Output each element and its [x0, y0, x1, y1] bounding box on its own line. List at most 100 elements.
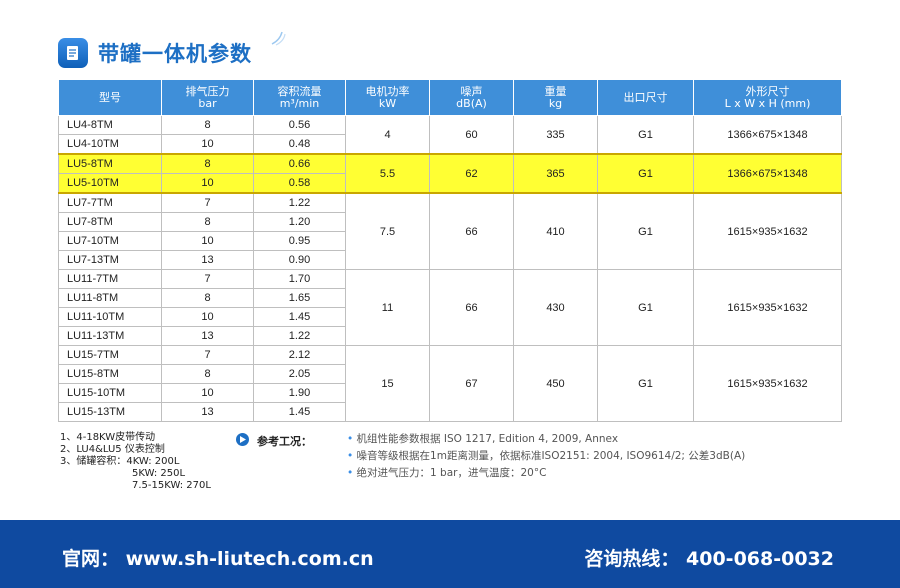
- section-title: 带罐一体机参数: [58, 31, 286, 72]
- cell-flow: 1.20: [253, 212, 346, 232]
- cell-model: LU4-10TM: [58, 134, 162, 155]
- reference-list: 机组性能参数根据 ISO 1217, Edition 4, 2009, Anne…: [347, 431, 746, 482]
- cell-outlet: G1: [597, 115, 694, 155]
- cell-pressure: 13: [161, 250, 254, 270]
- col-header-model: 型号: [58, 79, 162, 116]
- cell-weight: 450: [513, 345, 598, 422]
- cell-dimensions: 1366×675×1348: [693, 115, 842, 155]
- cell-dimensions: 1615×935×1632: [693, 345, 842, 422]
- cell-flow: 1.65: [253, 288, 346, 308]
- col-header-flow: 容积流量 m³/min: [253, 79, 346, 116]
- cell-pressure: 10: [161, 307, 254, 327]
- table-row: LU11-13TM 13 1.22: [58, 326, 842, 346]
- cell-noise: 60: [429, 115, 514, 155]
- cell-model: LU7-10TM: [58, 231, 162, 251]
- col-header-outlet: 出口尺寸: [597, 79, 694, 116]
- table-row: LU11-8TM 8 1.65: [58, 288, 842, 308]
- cell-weight: 335: [513, 115, 598, 155]
- footnote-line: 2、LU4&LU5 仪表控制: [60, 444, 165, 455]
- cell-flow: 1.90: [253, 383, 346, 403]
- table-header-row: 型号 排气压力 bar 容积流量 m³/min 电机功率 kW 噪声 dB(A) 重量 k…: [58, 79, 842, 116]
- cell-model: LU5-10TM: [58, 173, 162, 194]
- footnote-line: 7.5-15KW: 270L: [132, 480, 211, 491]
- reference-label: 参考工况：: [257, 435, 312, 448]
- cell-flow: 1.45: [253, 307, 346, 327]
- cell-model: LU4-8TM: [58, 115, 162, 135]
- document-pen-icon: [58, 38, 88, 68]
- cell-pressure: 8: [161, 115, 254, 135]
- table-row: LU15-7TM 7 2.12 15 67 450 G1 1615×935×16…: [58, 345, 842, 422]
- cell-flow: 1.70: [253, 269, 346, 289]
- cell-pressure: 8: [161, 288, 254, 308]
- cell-pressure: 10: [161, 173, 254, 194]
- cell-flow: 2.05: [253, 364, 346, 384]
- cell-flow: 1.22: [253, 326, 346, 346]
- cell-pressure: 7: [161, 269, 254, 289]
- cell-pressure: 10: [161, 383, 254, 403]
- cell-outlet: G1: [597, 153, 694, 194]
- cell-power: 15: [345, 345, 430, 422]
- cell-noise: 66: [429, 192, 514, 270]
- page-title: 带罐一体机参数: [98, 42, 252, 66]
- table-row: LU7-7TM 7 1.22 7.5 66 410 G1 1615×935×16…: [58, 192, 842, 270]
- table-row: LU11-7TM 7 1.70 11 66 430 G1 1615×935×16…: [58, 269, 842, 346]
- spec-table: 型号 排气压力 bar 容积流量 m³/min 电机功率 kW 噪声 dB(A) 重量 k…: [58, 79, 842, 422]
- table-row: LU7-8TM 8 1.20: [58, 212, 842, 232]
- col-header-dimensions: 外形尺寸 L x W x H (mm): [693, 79, 842, 116]
- cell-model: LU7-8TM: [58, 212, 162, 232]
- col-header-pressure: 排气压力 bar: [161, 79, 254, 116]
- reference-item: 绝对进气压力：1 bar，进气温度：20°C: [347, 465, 745, 482]
- col-header-power: 电机功率 kW: [345, 79, 430, 116]
- footnote-line: 5KW: 250L: [132, 468, 186, 479]
- footer-bar: 官网： www.sh-liutech.com.cn 咨询热线： 400-068-…: [0, 520, 900, 588]
- cell-pressure: 8: [161, 212, 254, 232]
- cell-model: LU11-8TM: [58, 288, 162, 308]
- reference-item: 噪音等级根据在1m距离测量，依据标准ISO2151: 2004, ISO9614…: [347, 448, 746, 465]
- cell-pressure: 7: [161, 345, 254, 365]
- cell-flow: 0.58: [253, 173, 346, 194]
- cell-pressure: 13: [161, 326, 254, 346]
- hotline-text: 咨询热线： 400-068-0032: [584, 548, 834, 570]
- footnote-line: 1、4-18KW皮带传动: [60, 432, 156, 443]
- cell-model: LU11-10TM: [58, 307, 162, 327]
- cell-flow: 0.95: [253, 231, 346, 251]
- cell-pressure: 10: [161, 231, 254, 251]
- cell-model: LU15-13TM: [58, 402, 162, 422]
- cell-outlet: G1: [597, 192, 694, 270]
- cell-dimensions: 1366×675×1348: [693, 153, 842, 194]
- cell-model: LU15-8TM: [58, 364, 162, 384]
- cell-model: LU11-7TM: [58, 269, 162, 289]
- table-row: LU15-8TM 8 2.05: [58, 364, 842, 384]
- cell-model: LU7-13TM: [58, 250, 162, 270]
- table-row: LU15-13TM 13 1.45: [58, 402, 842, 422]
- cell-noise: 62: [429, 153, 514, 194]
- cell-outlet: G1: [597, 269, 694, 346]
- cell-pressure: 10: [161, 134, 254, 155]
- cell-pressure: 8: [161, 364, 254, 384]
- website-link[interactable]: 官网： www.sh-liutech.com.cn: [62, 548, 374, 570]
- cell-pressure: 8: [161, 153, 254, 174]
- footnotes: 1、4-18KW皮带传动 2、LU4&LU5 仪表控制 3、储罐容积：4KW: …: [60, 432, 211, 492]
- cell-pressure: 7: [161, 192, 254, 213]
- cell-model: LU15-10TM: [58, 383, 162, 403]
- col-header-weight: 重量 kg: [513, 79, 598, 116]
- cell-power: 11: [345, 269, 430, 346]
- cell-power: 5.5: [345, 153, 430, 194]
- cell-flow: 0.90: [253, 250, 346, 270]
- cell-dimensions: 1615×935×1632: [693, 269, 842, 346]
- table-row-highlighted: LU5-8TM 8 0.66 5.5 62 365 G1 1366×675×13…: [58, 153, 842, 194]
- cell-model: LU7-7TM: [58, 192, 162, 213]
- cell-power: 4: [345, 115, 430, 155]
- cell-noise: 67: [429, 345, 514, 422]
- reference-conditions: 参考工况： 机组性能参数根据 ISO 1217, Edition 4, 2009…: [236, 431, 745, 482]
- cell-flow: 0.56: [253, 115, 346, 135]
- cell-model: LU11-13TM: [58, 326, 162, 346]
- cell-model: LU15-7TM: [58, 345, 162, 365]
- cell-power: 7.5: [345, 192, 430, 270]
- cell-dimensions: 1615×935×1632: [693, 192, 842, 270]
- cell-flow: 2.12: [253, 345, 346, 365]
- cell-flow: 1.22: [253, 192, 346, 213]
- cell-outlet: G1: [597, 345, 694, 422]
- cell-noise: 66: [429, 269, 514, 346]
- cell-weight: 430: [513, 269, 598, 346]
